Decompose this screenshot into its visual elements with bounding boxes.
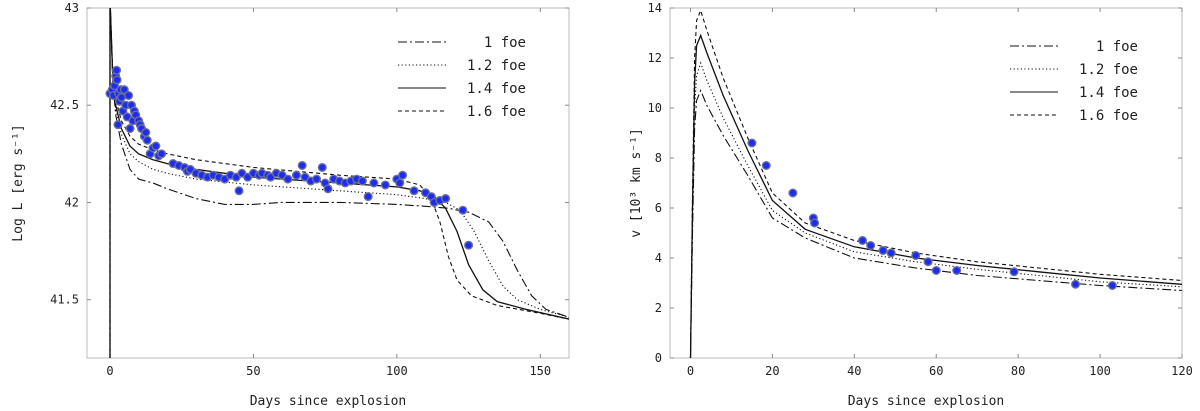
legend-label: 1 foe [484, 35, 526, 51]
observed-point [297, 160, 307, 170]
left-y-axis-label: Log L [erg s⁻¹] [11, 124, 26, 241]
y-tick-label: 12 [648, 51, 662, 65]
legend-label: 1.2 foe [1079, 62, 1138, 78]
right-x-axis-label: Days since explosion [848, 394, 1005, 409]
observed-point [395, 178, 405, 188]
observed-point [119, 85, 129, 95]
right-observed-points [747, 138, 1117, 291]
observed-point [1107, 281, 1117, 291]
series-line-1-4-foe [689, 33, 1182, 358]
observed-point [409, 186, 419, 196]
legend-label: 1.4 foe [1079, 85, 1138, 101]
observed-point [952, 266, 962, 276]
x-tick-label: 80 [1011, 364, 1025, 378]
observed-point [317, 162, 327, 172]
y-tick-label: 8 [655, 151, 662, 165]
observed-point [761, 160, 771, 170]
observed-point [283, 174, 293, 184]
observed-point [363, 192, 373, 202]
observed-point [878, 245, 888, 255]
legend-label: 1.2 foe [467, 58, 526, 74]
legend-label: 1.6 foe [1079, 108, 1138, 124]
observed-point [858, 235, 868, 245]
observed-point [810, 218, 820, 228]
left-chart-luminosity: 0 50 100 150 41.5 42 42.5 43 1 foe 1.2 foe 1.4 fo… [11, 1, 570, 409]
observed-point [125, 124, 135, 134]
series-line-1-6-foe [689, 8, 1182, 358]
observed-point [464, 240, 474, 250]
series-line-1-foe [689, 89, 1182, 358]
series-line-1-4-foe [109, 8, 569, 358]
x-tick-label: 60 [929, 364, 943, 378]
right-axis-ticks: 0 20 40 60 80 100 120 0 2 4 6 8 10 12 14 [648, 1, 1193, 378]
right-y-axis-label: v [10³ km s⁻¹] [629, 128, 644, 238]
left-x-axis-label: Days since explosion [250, 394, 407, 409]
observed-point [458, 205, 468, 215]
observed-point [142, 135, 152, 145]
y-tick-label: 42.5 [50, 98, 79, 112]
observed-point [157, 149, 167, 159]
y-tick-label: 41.5 [50, 293, 79, 307]
x-tick-label: 50 [246, 364, 260, 378]
observed-point [357, 176, 367, 186]
observed-point [1009, 267, 1019, 277]
y-tick-label: 2 [655, 301, 662, 315]
observed-point [312, 174, 322, 184]
observed-point [369, 178, 379, 188]
observed-point [931, 266, 941, 276]
right-plot-frame [669, 7, 1183, 359]
y-tick-label: 10 [648, 101, 662, 115]
observed-point [866, 240, 876, 250]
series-line-1-2-foe [109, 8, 569, 358]
observed-point [151, 141, 161, 151]
observed-point [234, 186, 244, 196]
x-tick-label: 100 [1089, 364, 1111, 378]
observed-point [788, 188, 798, 198]
x-tick-label: 0 [687, 364, 694, 378]
x-tick-label: 40 [847, 364, 861, 378]
observed-point [112, 75, 122, 85]
legend-label: 1.6 foe [467, 104, 526, 120]
left-observed-points [105, 65, 474, 250]
y-tick-label: 6 [655, 201, 662, 215]
observed-point [116, 92, 126, 102]
left-plot-frame [86, 7, 570, 359]
x-tick-label: 20 [765, 364, 779, 378]
x-tick-label: 150 [529, 364, 551, 378]
legend-label: 1.4 foe [467, 81, 526, 97]
observed-point [124, 90, 134, 100]
series-line-1-foe [109, 8, 569, 358]
observed-point [441, 194, 451, 204]
observed-point [112, 65, 122, 75]
right-model-curves [689, 8, 1182, 358]
x-tick-label: 100 [386, 364, 408, 378]
left-legend: 1 foe 1.2 foe 1.4 foe 1.6 foe [398, 35, 526, 120]
observed-point [911, 250, 921, 260]
y-tick-label: 4 [655, 251, 662, 265]
left-axis-ticks: 0 50 100 150 41.5 42 42.5 43 [50, 1, 569, 378]
observed-point [113, 120, 123, 130]
observed-point [380, 180, 390, 190]
y-tick-label: 43 [65, 1, 79, 15]
observed-point [398, 170, 408, 180]
observed-point [747, 138, 757, 148]
y-tick-label: 0 [655, 351, 662, 365]
observed-point [923, 257, 933, 267]
observed-point [1071, 279, 1081, 289]
right-legend: 1 foe 1.2 foe 1.4 foe 1.6 foe [1010, 39, 1138, 124]
observed-point [886, 248, 896, 258]
legend-label: 1 foe [1096, 39, 1138, 55]
y-tick-label: 14 [648, 1, 662, 15]
y-tick-label: 42 [65, 195, 79, 209]
x-tick-label: 120 [1171, 364, 1193, 378]
x-tick-label: 0 [106, 364, 113, 378]
observed-point [291, 170, 301, 180]
observed-point [141, 127, 151, 137]
observed-point [323, 184, 333, 194]
